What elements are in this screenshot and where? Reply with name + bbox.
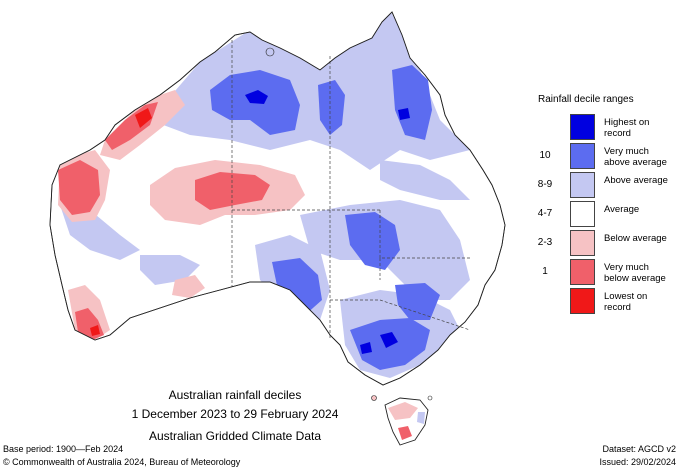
copyright: © Commonwealth of Australia 2024, Bureau…	[3, 457, 241, 467]
legend-label: Average	[604, 204, 640, 215]
legend-swatch	[570, 143, 595, 169]
highest-on-record-regions	[245, 90, 410, 354]
map-period: 1 December 2023 to 29 February 2024	[131, 407, 339, 421]
legend-swatch	[570, 288, 595, 314]
legend-label: Very much above average	[604, 146, 667, 168]
legend-swatch	[570, 259, 595, 285]
map-source: Australian Gridded Climate Data	[148, 429, 322, 443]
legend-item: 4-7 Average	[530, 199, 670, 228]
legend-code: 2-3	[537, 237, 553, 248]
legend-item: 2-3 Below average	[530, 228, 670, 257]
legend-code: 8-9	[537, 179, 553, 190]
legend-item: 1 Very much below average	[530, 257, 670, 286]
coastline	[49, 11, 506, 386]
tasmania	[384, 397, 429, 446]
legend-label: Very much below average	[604, 262, 666, 284]
legend-label: Above average	[604, 175, 668, 186]
island	[371, 395, 377, 401]
legend-swatch	[570, 172, 595, 198]
legend-swatch	[570, 114, 595, 140]
map-title: Australian rainfall deciles	[168, 388, 302, 402]
island	[265, 47, 275, 57]
dataset-label: Dataset: AGCD v2	[602, 444, 676, 454]
state-borders	[231, 40, 471, 340]
legend-item: Highest on record	[530, 112, 670, 141]
legend-label: Highest on record	[604, 117, 650, 139]
lowest-on-record-regions	[90, 108, 152, 336]
legend-label: Below average	[604, 233, 667, 244]
legend-code: 4-7	[537, 208, 553, 219]
legend-swatch	[570, 201, 595, 227]
legend: Highest on record 10 Very much above ave…	[530, 112, 670, 315]
issued-date: Issued: 29/02/2024	[599, 457, 676, 467]
legend-item: 8-9 Above average	[530, 170, 670, 199]
legend-swatch	[570, 230, 595, 256]
legend-title: Rainfall decile ranges	[538, 94, 634, 105]
legend-label: Lowest on record	[604, 291, 648, 313]
legend-code: 10	[539, 150, 551, 161]
very-much-below-average-regions	[58, 102, 270, 340]
legend-code: 1	[542, 266, 548, 277]
legend-item: Lowest on record	[530, 286, 670, 315]
legend-item: 10 Very much above average	[530, 141, 670, 170]
island	[427, 395, 433, 401]
base-period: Base period: 1900—Feb 2024	[3, 444, 124, 454]
